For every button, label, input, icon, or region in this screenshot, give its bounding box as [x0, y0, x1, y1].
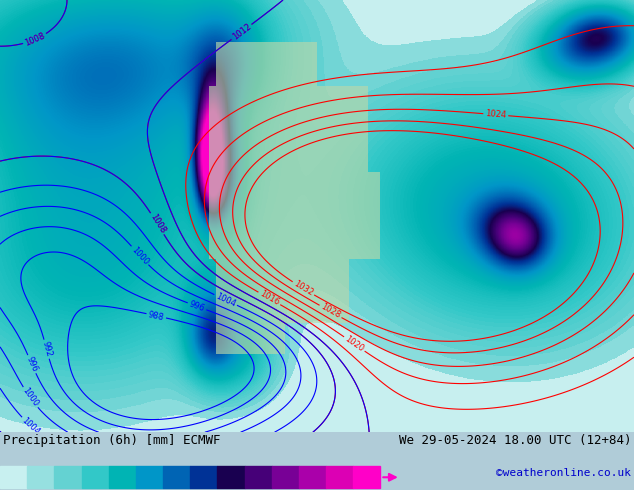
Text: 1008: 1008 — [23, 31, 46, 48]
Text: 1012: 1012 — [230, 22, 252, 42]
Bar — [82, 466, 108, 488]
Bar — [0, 466, 27, 488]
Text: ©weatheronline.co.uk: ©weatheronline.co.uk — [496, 468, 631, 478]
Bar — [163, 466, 190, 488]
Bar — [217, 466, 245, 488]
Bar — [108, 466, 136, 488]
Bar — [190, 466, 217, 488]
Text: 1012: 1012 — [230, 22, 252, 42]
Text: 1024: 1024 — [485, 109, 507, 120]
Text: 1008: 1008 — [23, 31, 46, 48]
Text: 996: 996 — [25, 355, 39, 373]
Text: 988: 988 — [148, 310, 165, 322]
Bar — [55, 466, 82, 488]
Text: Precipitation (6h) [mm] ECMWF: Precipitation (6h) [mm] ECMWF — [3, 434, 220, 447]
Text: 1008: 1008 — [148, 212, 167, 235]
Text: 1032: 1032 — [292, 279, 314, 298]
Bar — [272, 466, 299, 488]
Text: 992: 992 — [40, 341, 53, 358]
Text: 1016: 1016 — [258, 289, 281, 308]
Text: 1008: 1008 — [148, 212, 167, 235]
Text: 1028: 1028 — [319, 302, 342, 320]
Bar — [245, 466, 272, 488]
Bar — [27, 466, 55, 488]
Text: 1000: 1000 — [129, 245, 150, 267]
Text: 996: 996 — [188, 299, 206, 313]
Text: We 29-05-2024 18.00 UTC (12+84): We 29-05-2024 18.00 UTC (12+84) — [399, 434, 631, 447]
Bar — [353, 466, 380, 488]
Bar — [326, 466, 353, 488]
Bar — [299, 466, 326, 488]
Text: 1000: 1000 — [20, 386, 40, 409]
Text: 1020: 1020 — [343, 334, 366, 354]
Text: 1004: 1004 — [214, 292, 237, 309]
Text: 1004: 1004 — [20, 416, 42, 437]
Bar — [136, 466, 163, 488]
